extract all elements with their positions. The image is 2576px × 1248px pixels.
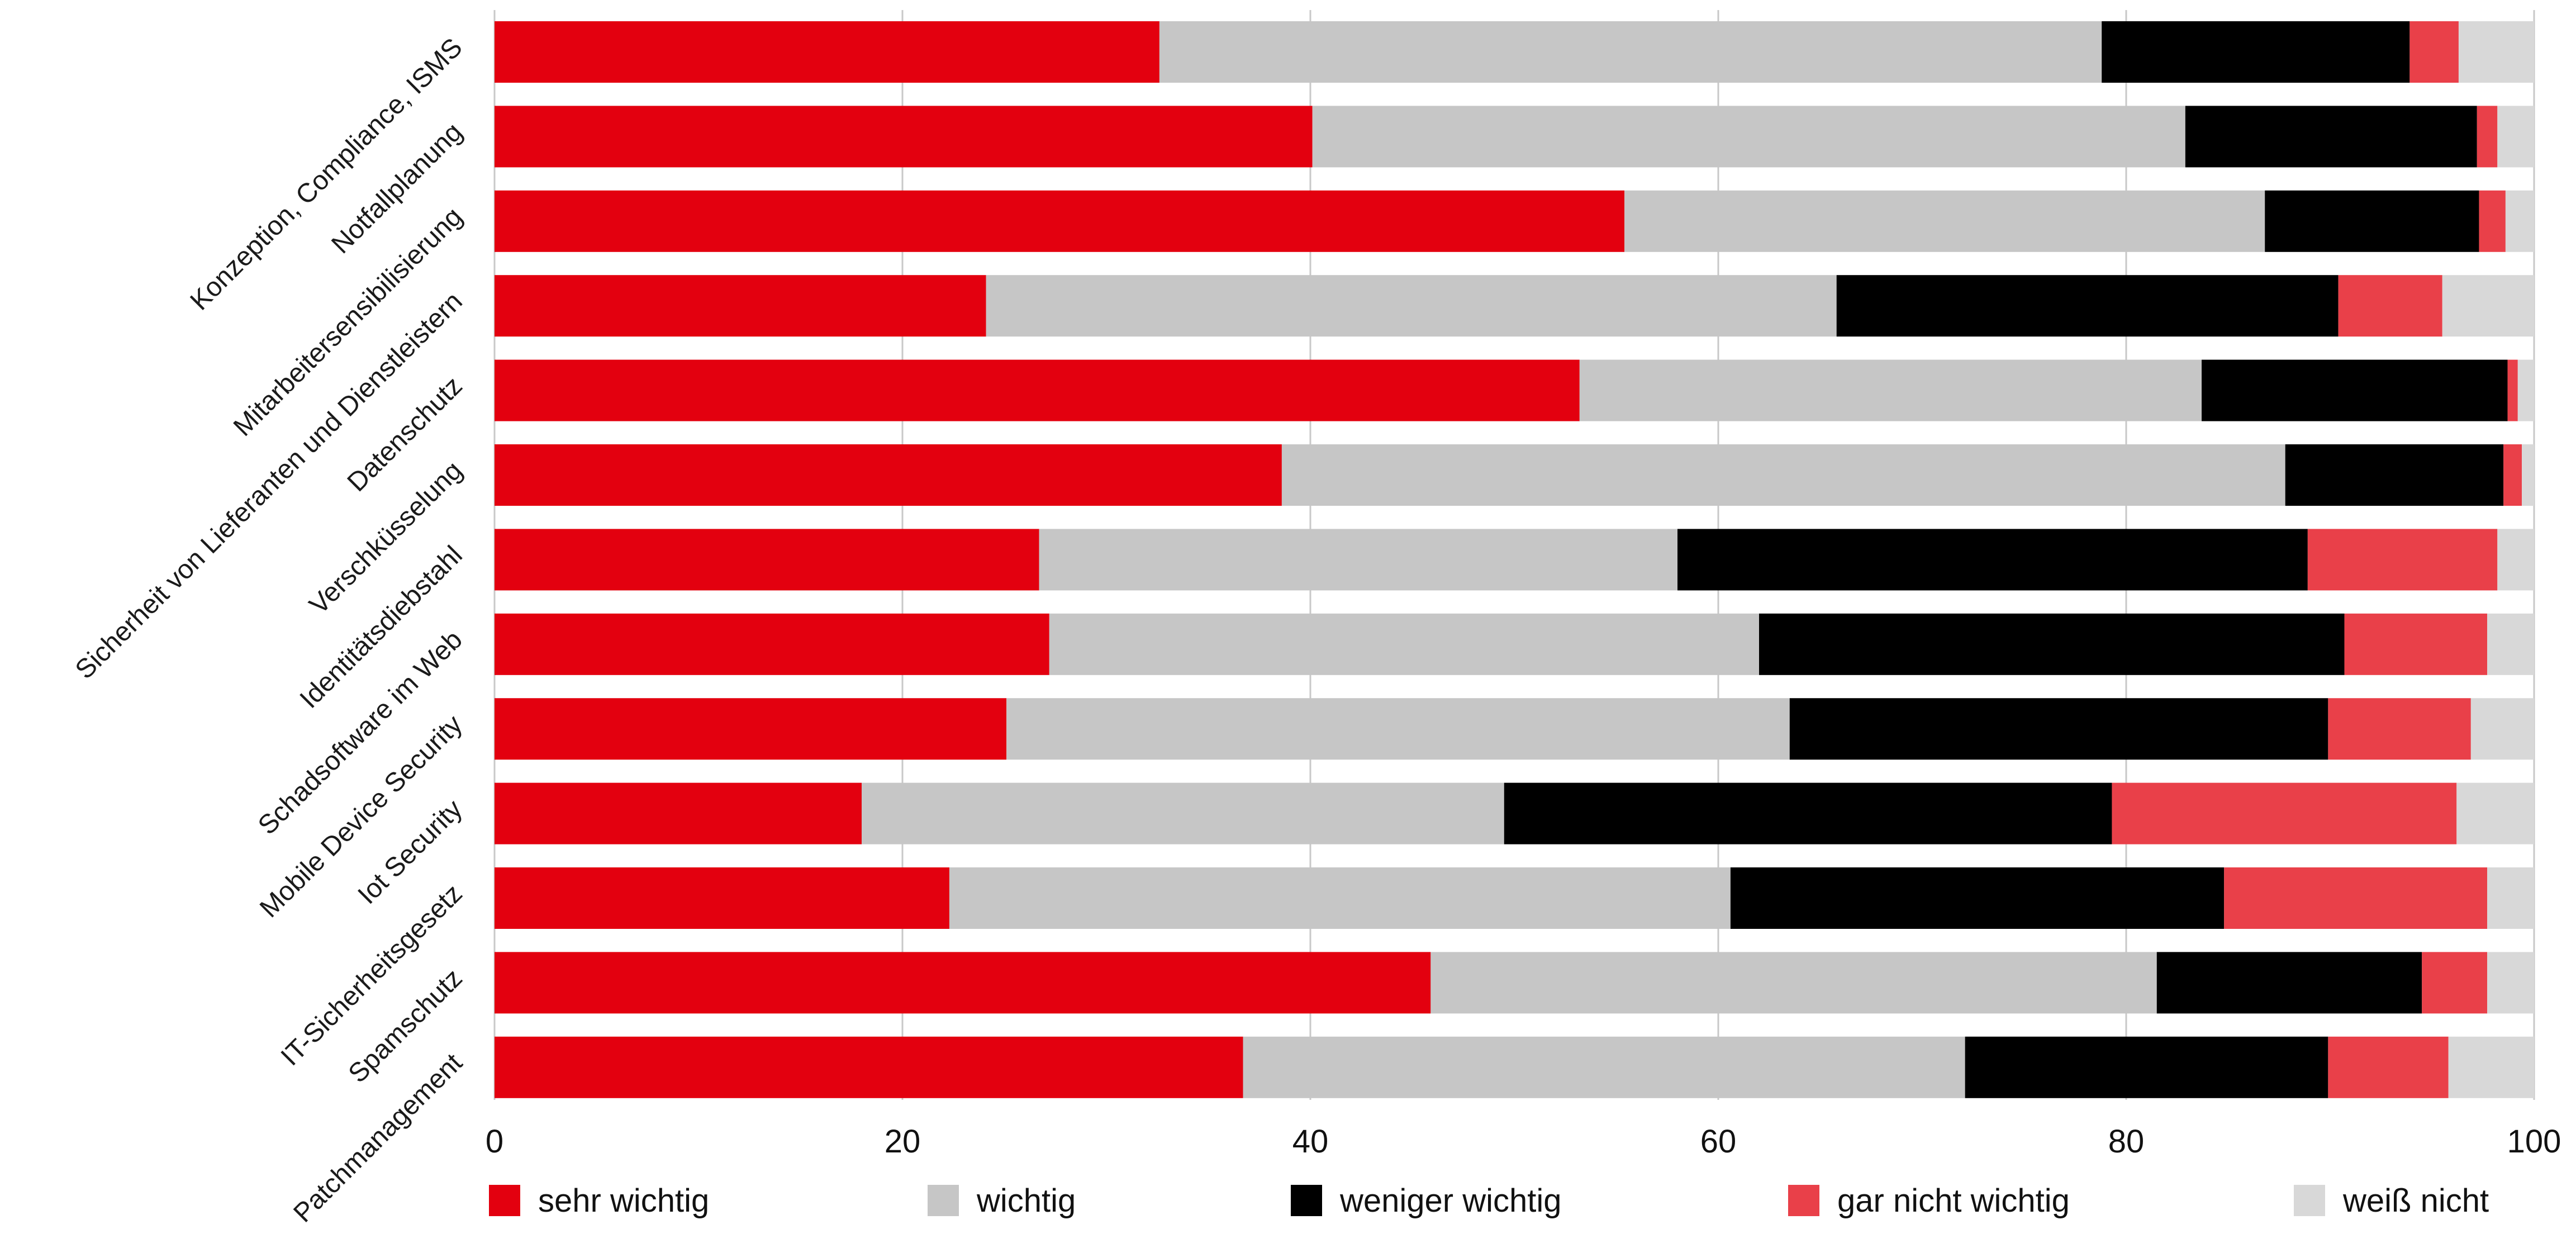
bar-segment xyxy=(2470,698,2534,760)
x-tick-label: 60 xyxy=(1700,1123,1737,1160)
legend-label: weiß nicht xyxy=(2342,1183,2489,1219)
bar-segment xyxy=(2503,444,2522,506)
bar-segment xyxy=(2328,1036,2449,1098)
bar-segment xyxy=(1281,444,2285,506)
bar-segment xyxy=(495,529,1039,591)
bar-segment xyxy=(495,952,1431,1014)
bar-segment xyxy=(1504,782,2112,844)
bar-segment xyxy=(2328,698,2471,760)
legend-swatch xyxy=(489,1185,520,1216)
bar-segment xyxy=(1006,698,1790,760)
bar-segment xyxy=(1677,529,2308,591)
bar-segment xyxy=(2507,359,2518,421)
legend-swatch xyxy=(1788,1185,1819,1216)
bar-segment xyxy=(2448,1036,2534,1098)
bars xyxy=(495,21,2534,1098)
bar-segment xyxy=(2458,21,2534,83)
bar-segment xyxy=(2265,190,2479,252)
bar-segment xyxy=(2422,952,2488,1014)
bar-segment xyxy=(2487,613,2534,675)
bar-segment xyxy=(2307,529,2498,591)
bar-segment xyxy=(1312,106,2185,168)
bar-segment xyxy=(2285,444,2504,506)
bar-segment xyxy=(2202,359,2508,421)
bar-segment xyxy=(1759,613,2345,675)
bar-segment xyxy=(495,444,1282,506)
bar-segment xyxy=(495,359,1580,421)
bar-segment xyxy=(495,190,1625,252)
bar-segment xyxy=(2338,275,2442,337)
bar-segment xyxy=(1624,190,2265,252)
x-tick-label: 80 xyxy=(2108,1123,2145,1160)
legend-swatch xyxy=(1291,1185,1322,1216)
category-label: Identitätsdiebstahl xyxy=(294,540,468,714)
bar-segment xyxy=(495,275,986,337)
category-label: Verschküsselung xyxy=(304,455,468,620)
x-tick-label: 0 xyxy=(486,1123,503,1160)
bar-segment xyxy=(862,782,1504,844)
category-label: Patchmanagement xyxy=(288,1048,468,1228)
bar-segment xyxy=(495,867,949,929)
category-labels: Konzeption, Compliance, ISMSNotfallplanu… xyxy=(70,32,468,1228)
bar-segment xyxy=(2479,190,2506,252)
bar-segment xyxy=(2487,867,2534,929)
legend-swatch xyxy=(2294,1185,2325,1216)
bar-segment xyxy=(1159,21,2102,83)
legend-label: wichtig xyxy=(976,1183,1076,1219)
bar-segment xyxy=(495,21,1159,83)
x-tick-label: 40 xyxy=(1292,1123,1329,1160)
x-tick-label: 100 xyxy=(2507,1123,2561,1160)
bar-segment xyxy=(2112,782,2457,844)
bar-segment xyxy=(2344,613,2488,675)
bar-segment xyxy=(2409,21,2459,83)
legend: sehr wichtig wichtig weniger wichtig gar ni… xyxy=(489,1183,2489,1219)
bar-segment xyxy=(1836,275,2339,337)
legend-label: sehr wichtig xyxy=(538,1183,709,1219)
bar-segment xyxy=(1039,529,1677,591)
bar-segment xyxy=(1789,698,2328,760)
bar-segment xyxy=(2497,106,2534,168)
bar-segment xyxy=(949,867,1731,929)
bar-segment xyxy=(1049,613,1759,675)
x-axis-tick-labels: 0 20 40 60 80 100 xyxy=(486,1123,2561,1160)
bar-segment xyxy=(2456,782,2534,844)
bar-segment xyxy=(986,275,1837,337)
bar-segment xyxy=(1965,1036,2328,1098)
x-tick-label: 20 xyxy=(885,1123,921,1160)
bar-segment xyxy=(495,1036,1243,1098)
bar-segment xyxy=(2185,106,2477,168)
bar-segment xyxy=(1730,867,2225,929)
legend-label: gar nicht wichtig xyxy=(1837,1183,2070,1219)
bar-segment xyxy=(495,782,862,844)
bar-segment xyxy=(2442,275,2534,337)
bar-segment xyxy=(495,613,1049,675)
bar-segment xyxy=(495,698,1007,760)
bar-segment xyxy=(2517,359,2534,421)
bar-segment xyxy=(495,106,1313,168)
bar-segment xyxy=(2522,444,2534,506)
category-label: Sicherheit von Lieferanten und Dienstlei… xyxy=(70,287,468,685)
legend-label: weniger wichtig xyxy=(1339,1183,1562,1219)
bar-segment xyxy=(2224,867,2488,929)
bar-segment xyxy=(2156,952,2422,1014)
legend-swatch xyxy=(928,1185,959,1216)
bar-segment xyxy=(1579,359,2202,421)
bar-segment xyxy=(2477,106,2498,168)
bar-segment xyxy=(2505,190,2534,252)
bar-segment xyxy=(1243,1036,1965,1098)
bar-segment xyxy=(2487,952,2534,1014)
bar-segment xyxy=(1430,952,2157,1014)
bar-segment xyxy=(2497,529,2534,591)
bar-segment xyxy=(2102,21,2410,83)
